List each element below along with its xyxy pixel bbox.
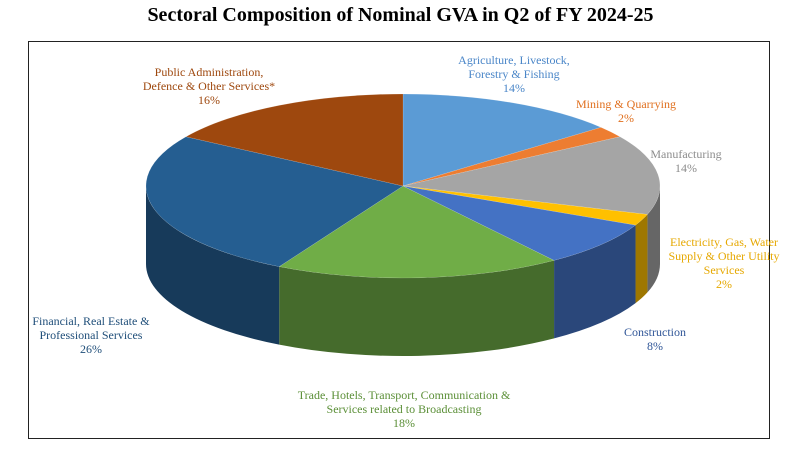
slice-label-line-2: Manufacturing	[650, 147, 721, 161]
chart-title: Sectoral Composition of Nominal GVA in Q…	[147, 4, 654, 26]
slice-label-line-3: Services	[704, 263, 745, 277]
slice-label-7: Public Administration, Defence & Other Se…	[143, 65, 275, 107]
slice-label-line-7: Defence & Other Services*	[143, 79, 275, 93]
slice-label-6: Financial, Real Estate & Professional Ser…	[32, 314, 150, 356]
slice-label-line-3: Supply & Other Utility	[669, 249, 780, 263]
pie-side-walls	[146, 186, 660, 356]
slice-label-line-7: Public Administration,	[155, 65, 264, 79]
slice-percent-2: 14%	[675, 161, 697, 175]
pie-side-4	[554, 225, 636, 339]
pie-slice-3	[402, 185, 648, 226]
pie-slice-5	[278, 185, 555, 279]
pie-top-faces	[145, 93, 661, 279]
slice-label-line-4: Construction	[624, 325, 686, 339]
pie-slice-0	[402, 93, 602, 187]
slice-label-0: Agriculture, Livestock, Forestry & Fishin…	[458, 53, 570, 95]
pie-slice-2	[402, 136, 661, 215]
pie-labels: Agriculture, Livestock, Forestry & Fishin…	[32, 53, 779, 430]
slice-label-line-6: Professional Services	[40, 328, 143, 342]
slice-percent-4: 8%	[647, 339, 663, 353]
slice-percent-5: 18%	[393, 416, 415, 430]
pie-slice-7	[185, 93, 404, 187]
slice-label-line-1: Mining & Quarrying	[576, 97, 676, 111]
slice-percent-6: 26%	[80, 342, 102, 356]
pie-side-5	[279, 260, 555, 356]
slice-percent-3: 2%	[716, 277, 732, 291]
slice-label-5: Trade, Hotels, Transport, Communication …	[298, 388, 511, 430]
slice-percent-0: 14%	[503, 81, 525, 95]
pie-side-6	[146, 186, 280, 345]
slice-label-line-6: Financial, Real Estate &	[32, 314, 150, 328]
slice-label-line-0: Forestry & Fishing	[468, 67, 559, 81]
pie-slice-6	[145, 136, 404, 267]
pie-slice-4	[402, 185, 637, 261]
slice-label-1: Mining & Quarrying 2%	[576, 97, 676, 125]
slice-label-line-5: Services related to Broadcasting	[327, 402, 482, 416]
slice-label-3: Electricity, Gas, Water Supply & Other Ut…	[669, 235, 780, 291]
slice-label-4: Construction 8%	[624, 325, 686, 353]
pie-slice-1	[402, 127, 621, 187]
slice-label-line-3: Electricity, Gas, Water	[670, 235, 778, 249]
pie-side-3	[635, 214, 648, 304]
slice-percent-1: 2%	[618, 111, 634, 125]
slice-label-2: Manufacturing 14%	[650, 147, 721, 175]
slice-percent-7: 16%	[198, 93, 220, 107]
slice-label-line-0: Agriculture, Livestock,	[458, 53, 570, 67]
pie-side-2	[647, 186, 660, 293]
slice-label-line-5: Trade, Hotels, Transport, Communication …	[298, 388, 511, 402]
